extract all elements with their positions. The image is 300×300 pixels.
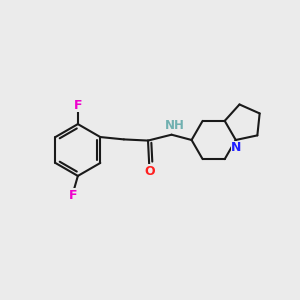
Text: N: N [231,141,242,154]
Text: O: O [144,165,155,178]
Text: F: F [74,99,82,112]
Text: F: F [69,189,77,202]
Text: NH: NH [165,119,184,132]
